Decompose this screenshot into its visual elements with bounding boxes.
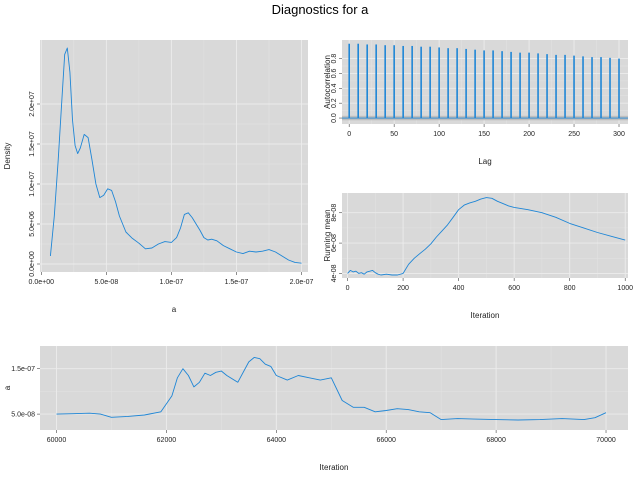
trace-y-tick-label: 1.5e-07 xyxy=(11,366,35,373)
autocorrelation-x-tick-label: 100 xyxy=(433,131,445,138)
density-x-tick-label: 1.0e-07 xyxy=(160,279,184,286)
trace-x-tick-label: 62000 xyxy=(157,437,177,444)
density-series-line xyxy=(49,47,302,264)
running-mean-x-tick-label: 0 xyxy=(346,285,350,292)
running-mean-x-tick-label: 1000 xyxy=(617,285,633,292)
trace-series-line xyxy=(56,356,607,421)
autocorrelation-x-tick-label: 250 xyxy=(568,131,580,138)
autocorrelation-y-axis-title: Autocorrelation xyxy=(323,55,332,109)
autocorrelation-x-axis-title: Lag xyxy=(478,157,491,166)
autocorrelation-panel: 0 50 100 150 200 250 300 0.0 0.2 0.4 0.6 0.8 Lag Auto… xyxy=(323,40,628,166)
figure-title: Diagnostics for a xyxy=(272,2,370,17)
trace-x-tick-label: 60000 xyxy=(47,437,67,444)
trace-x-tick-label: 66000 xyxy=(376,437,396,444)
trace-x-tick-label: 70000 xyxy=(596,437,616,444)
density-panel-background xyxy=(40,40,308,272)
autocorrelation-y-tick-label: 0.4 xyxy=(331,83,338,93)
autocorrelation-x-tick-label: 50 xyxy=(390,131,398,138)
autocorrelation-x-tick-label: 0 xyxy=(347,131,351,138)
running-mean-y-tick-label: 8e-08 xyxy=(331,204,338,222)
trace-y-axis-title: a xyxy=(3,385,12,390)
running-mean-series-line xyxy=(347,197,626,276)
density-y-axis-title: Density xyxy=(3,143,12,170)
trace-x-tick-label: 64000 xyxy=(267,437,287,444)
running-mean-panel-background xyxy=(342,193,628,278)
density-x-tick-label: 5.0e-08 xyxy=(94,279,118,286)
running-mean-x-tick-label: 800 xyxy=(564,285,576,292)
trace-x-axis-title: Iteration xyxy=(320,463,349,472)
autocorrelation-x-tick-label: 150 xyxy=(478,131,490,138)
trace-y-tick-label: 5.0e-08 xyxy=(11,412,35,419)
running-mean-x-tick-label: 400 xyxy=(453,285,465,292)
autocorrelation-y-tick-label: 0.0 xyxy=(331,113,338,123)
density-x-tick-label: 0.0e+00 xyxy=(29,279,55,286)
autocorrelation-panel-background xyxy=(342,40,628,124)
running-mean-y-tick-label: 6e-08 xyxy=(331,234,338,252)
running-mean-y-axis-title: Running mean xyxy=(323,209,332,261)
density-x-tick-label: 1.5e-07 xyxy=(225,279,249,286)
density-y-tick-label: 1.0e+07 xyxy=(29,171,36,197)
trace-panel: 60000 62000 64000 66000 68000 70000 5.0e-08 1.5… xyxy=(3,346,628,472)
density-x-tick-label: 2.0e-07 xyxy=(290,279,314,286)
autocorrelation-y-tick-label: 0.8 xyxy=(331,54,338,64)
autocorrelation-y-tick-label: 0.2 xyxy=(331,98,338,108)
running-mean-panel: 0 200 400 600 800 1000 4e-08 6e-08 8e-08 Iteratio… xyxy=(323,193,633,320)
running-mean-x-axis-title: Iteration xyxy=(471,311,500,320)
trace-x-tick-label: 68000 xyxy=(486,437,506,444)
trace-panel-background xyxy=(40,346,628,430)
density-y-tick-label: 0.0e+00 xyxy=(29,251,36,277)
density-y-tick-label: 2.0e+07 xyxy=(29,91,36,117)
autocorrelation-x-tick-label: 200 xyxy=(523,131,535,138)
running-mean-x-tick-label: 600 xyxy=(508,285,520,292)
density-panel: 0.0e+00 5.0e-08 1.0e-07 1.5e-07 2.0e-07 0.0e+… xyxy=(3,40,313,314)
running-mean-x-tick-label: 200 xyxy=(397,285,409,292)
autocorrelation-y-tick-label: 0.6 xyxy=(331,68,338,78)
density-y-tick-label: 1.5e+07 xyxy=(29,131,36,157)
density-x-axis-title: a xyxy=(172,305,177,314)
autocorrelation-x-tick-label: 300 xyxy=(613,131,625,138)
density-y-tick-label: 5.0e+06 xyxy=(29,211,36,237)
running-mean-y-tick-label: 4e-08 xyxy=(331,264,338,282)
